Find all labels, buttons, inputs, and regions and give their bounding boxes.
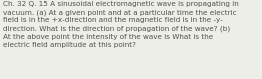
Text: Ch. 32 Q. 15 A sinusoidal electromagnetic wave is propagating in
vacuum. (a) At : Ch. 32 Q. 15 A sinusoidal electromagneti… [3, 1, 239, 48]
